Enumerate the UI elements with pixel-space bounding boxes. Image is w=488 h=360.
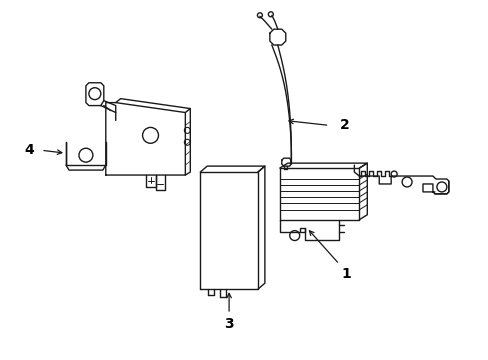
Text: 1: 1: [341, 267, 350, 281]
Text: 3: 3: [224, 317, 233, 331]
Text: 4: 4: [24, 143, 34, 157]
Text: 2: 2: [339, 118, 348, 132]
